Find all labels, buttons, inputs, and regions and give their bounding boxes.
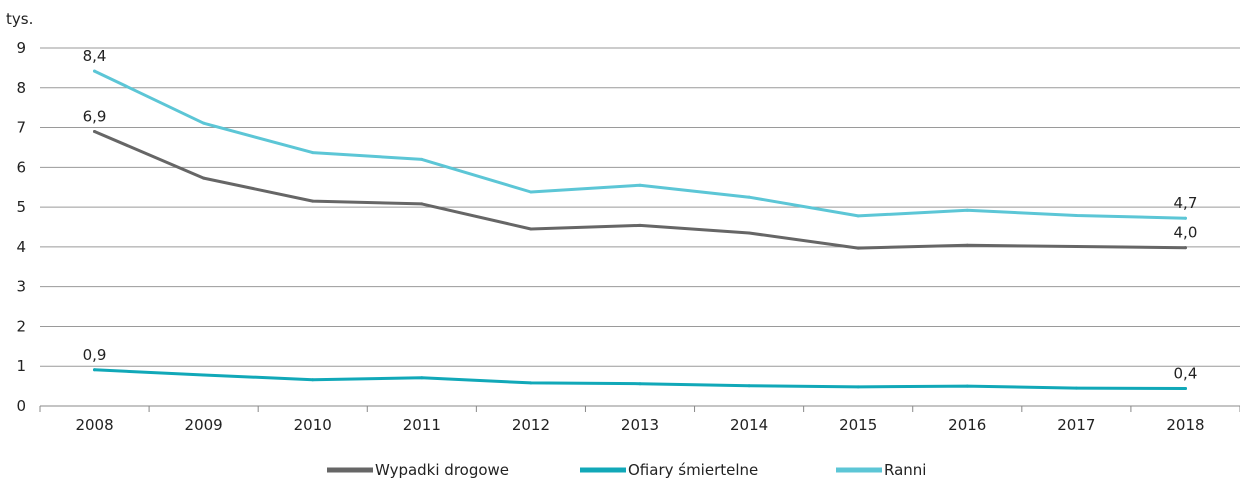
data-point: [529, 227, 533, 231]
legend-item: Ranni: [836, 461, 926, 479]
x-tick-label: 2008: [75, 416, 113, 434]
data-point: [638, 183, 642, 187]
data-point: [965, 243, 969, 247]
y-tick-label: 4: [16, 238, 26, 256]
data-point: [420, 202, 424, 206]
y-unit-label: tys.: [6, 10, 33, 28]
y-tick-label: 3: [16, 278, 26, 296]
data-point: [202, 176, 206, 180]
x-tick-label: 2010: [294, 416, 332, 434]
x-tick-label: 2015: [839, 416, 877, 434]
legend-label: Ranni: [884, 461, 926, 479]
legend-label: Ofiary śmiertelne: [628, 461, 758, 479]
data-point: [965, 208, 969, 212]
x-tick-label: 2012: [512, 416, 550, 434]
series-line-1: [93, 368, 1187, 390]
legend: Wypadki drogowe Ofiary śmiertelne Ranni: [327, 461, 926, 479]
y-tick-label: 2: [16, 317, 26, 335]
data-point: [93, 368, 97, 372]
data-point: [202, 121, 206, 125]
series-line-2: [93, 69, 1187, 220]
data-point: [747, 384, 751, 388]
data-label: 8,4: [83, 47, 107, 65]
data-point: [311, 378, 315, 382]
data-point: [747, 231, 751, 235]
x-tick-label: 2011: [403, 416, 441, 434]
x-tick-label: 2018: [1166, 416, 1204, 434]
data-point: [638, 382, 642, 386]
data-point: [1183, 246, 1187, 250]
gridlines: [40, 47, 1240, 407]
x-tick-label: 2009: [185, 416, 223, 434]
data-point: [856, 246, 860, 250]
data-point: [1183, 386, 1187, 390]
data-point: [1074, 213, 1078, 217]
y-axis: 0 1 2 3 4 5 6 7 8 9: [16, 39, 26, 415]
y-tick-label: 6: [16, 158, 26, 176]
legend-item: Wypadki drogowe: [327, 461, 509, 479]
data-point: [202, 373, 206, 377]
data-label: 4,0: [1174, 224, 1198, 242]
data-label: 4,7: [1174, 194, 1198, 212]
x-tick-label: 2013: [621, 416, 659, 434]
data-point: [93, 130, 97, 134]
data-label: 0,4: [1174, 364, 1198, 382]
data-point: [856, 385, 860, 389]
data-label: 0,9: [83, 346, 107, 364]
data-label: 6,9: [83, 108, 107, 126]
data-labels: 0,9 0,4 6,9 4,0 8,4 4,7: [83, 47, 1198, 382]
legend-label: Wypadki drogowe: [375, 461, 509, 479]
data-point: [856, 214, 860, 218]
y-tick-label: 5: [16, 198, 26, 216]
x-tick-label: 2014: [730, 416, 768, 434]
data-point: [420, 376, 424, 380]
y-tick-label: 1: [16, 357, 26, 375]
data-point: [747, 195, 751, 199]
data-point: [638, 223, 642, 227]
data-point: [420, 157, 424, 161]
x-tick-label: 2016: [948, 416, 986, 434]
y-tick-label: 8: [16, 79, 26, 97]
data-point: [1074, 244, 1078, 248]
series-lines: [93, 69, 1187, 390]
y-tick-label: 9: [16, 39, 26, 57]
data-point: [1074, 386, 1078, 390]
data-point: [529, 190, 533, 194]
series-line-0: [93, 130, 1187, 250]
data-point: [311, 199, 315, 203]
data-point: [529, 381, 533, 385]
data-point: [311, 151, 315, 155]
data-point: [93, 69, 97, 73]
y-tick-label: 7: [16, 119, 26, 137]
data-point: [1183, 216, 1187, 220]
legend-item: Ofiary śmiertelne: [580, 461, 758, 479]
x-tick-label: 2017: [1057, 416, 1095, 434]
y-tick-label: 0: [16, 397, 26, 415]
data-point: [965, 384, 969, 388]
x-axis: 2008 2009 2010 2011 2012 2013 2014 2015 2016 2017…: [39, 406, 1240, 434]
